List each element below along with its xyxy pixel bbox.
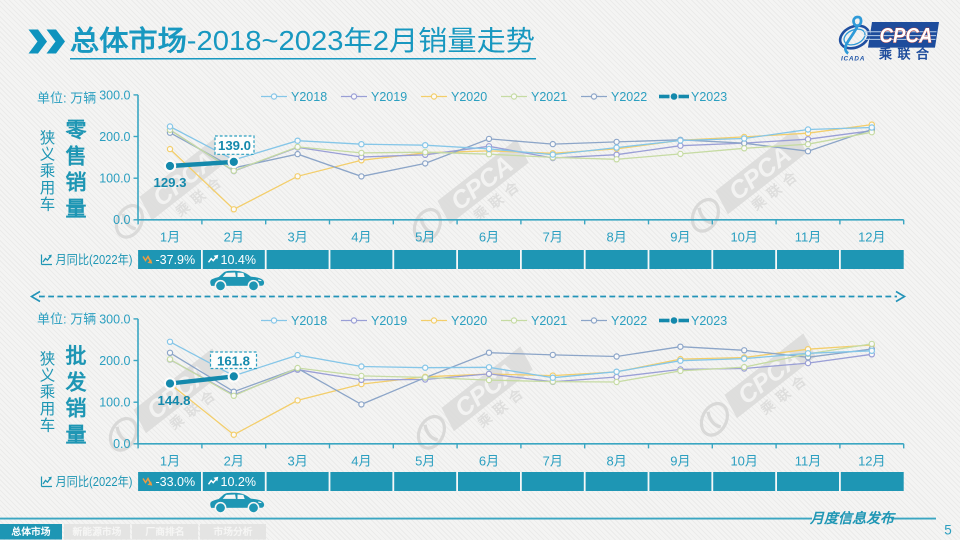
- svg-text:144.8: 144.8: [157, 393, 190, 408]
- svg-text:5: 5: [944, 523, 952, 538]
- svg-text:用: 用: [40, 401, 56, 418]
- svg-text:8月: 8月: [606, 229, 626, 244]
- svg-text:139.0: 139.0: [218, 138, 251, 153]
- svg-text:10.4%: 10.4%: [221, 253, 256, 267]
- svg-text:车: 车: [40, 195, 56, 213]
- svg-text:3月: 3月: [287, 229, 307, 244]
- svg-text:2月: 2月: [224, 229, 244, 244]
- svg-text:10月: 10月: [730, 453, 757, 468]
- svg-text:销: 销: [66, 397, 87, 421]
- svg-text:6月: 6月: [479, 453, 499, 468]
- svg-text:6月: 6月: [479, 229, 499, 244]
- svg-text:8月: 8月: [606, 453, 626, 468]
- svg-text:7月: 7月: [543, 453, 563, 468]
- svg-text:300.0: 300.0: [99, 312, 130, 326]
- svg-text:新能源市场: 新能源市场: [73, 525, 122, 538]
- svg-text:Y2019: Y2019: [371, 90, 407, 104]
- svg-text:Y2018: Y2018: [291, 90, 327, 104]
- svg-text:单位: 万辆: 单位: 万辆: [37, 312, 96, 327]
- svg-text:乘联合: 乘联合: [878, 47, 935, 62]
- svg-text:12月: 12月: [858, 229, 885, 244]
- svg-text:Y2020: Y2020: [451, 90, 487, 104]
- svg-text:量: 量: [66, 198, 87, 221]
- svg-text:销: 销: [66, 171, 87, 195]
- svg-text:12月: 12月: [858, 453, 885, 468]
- svg-text:用: 用: [40, 180, 56, 197]
- svg-text:0.0: 0.0: [113, 437, 130, 451]
- svg-text:发: 发: [65, 370, 88, 394]
- svg-text:月度信息发布: 月度信息发布: [809, 510, 896, 527]
- svg-text:Y2021: Y2021: [531, 90, 567, 104]
- svg-text:-37.9%: -37.9%: [156, 253, 196, 267]
- svg-text:4月: 4月: [351, 229, 371, 244]
- svg-text:1月: 1月: [160, 229, 180, 244]
- svg-text:2月: 2月: [224, 453, 244, 468]
- svg-text:Y2020: Y2020: [451, 314, 487, 328]
- svg-text:总体市场-2018~2023年2月销量走势: 总体市场 -2018~2023年2月销量走势: [70, 25, 535, 56]
- svg-text:3月: 3月: [287, 453, 307, 468]
- svg-text:7月: 7月: [543, 229, 563, 244]
- svg-text:5月: 5月: [415, 229, 435, 244]
- svg-text:0.0: 0.0: [113, 213, 130, 227]
- svg-text:9月: 9月: [670, 229, 690, 244]
- svg-text:乘: 乘: [40, 162, 56, 180]
- svg-text:单位: 万辆: 单位: 万辆: [37, 91, 96, 106]
- svg-text:200.0: 200.0: [99, 354, 130, 368]
- svg-text:Y2023: Y2023: [691, 314, 727, 328]
- svg-text:4月: 4月: [351, 453, 371, 468]
- svg-text:狭: 狭: [40, 350, 56, 368]
- svg-text:-33.0%: -33.0%: [156, 475, 196, 489]
- svg-text:月同比(2022年): 月同比(2022年): [56, 253, 133, 267]
- svg-text:市场分析: 市场分析: [213, 525, 252, 538]
- svg-text:乘: 乘: [40, 383, 56, 401]
- svg-text:量: 量: [66, 424, 87, 447]
- svg-text:161.8: 161.8: [217, 353, 250, 368]
- svg-text:Y2018: Y2018: [291, 314, 327, 328]
- svg-text:车: 车: [40, 416, 56, 434]
- svg-text:10月: 10月: [730, 229, 757, 244]
- svg-text:200.0: 200.0: [99, 130, 130, 144]
- svg-text:5月: 5月: [415, 453, 435, 468]
- svg-text:11月: 11月: [795, 229, 822, 244]
- svg-text:ICADA: ICADA: [841, 56, 865, 63]
- svg-text:10.2%: 10.2%: [221, 475, 256, 489]
- svg-text:总体市场: 总体市场: [11, 525, 50, 538]
- svg-text:100.0: 100.0: [99, 396, 130, 410]
- svg-text:9月: 9月: [670, 453, 690, 468]
- svg-text:月同比(2022年): 月同比(2022年): [56, 475, 133, 489]
- svg-text:Y2022: Y2022: [611, 90, 647, 104]
- svg-text:11月: 11月: [795, 453, 822, 468]
- svg-text:厂商排名: 厂商排名: [145, 525, 184, 538]
- svg-text:CPCA: CPCA: [880, 24, 933, 48]
- svg-text:狭: 狭: [40, 129, 56, 147]
- svg-text:Y2019: Y2019: [371, 314, 407, 328]
- svg-text:100.0: 100.0: [99, 172, 130, 186]
- svg-text:义: 义: [40, 146, 56, 164]
- svg-text:义: 义: [40, 367, 56, 385]
- svg-text:批: 批: [66, 345, 87, 368]
- svg-text:售: 售: [66, 144, 87, 168]
- svg-text:零: 零: [65, 119, 88, 142]
- svg-text:Y2022: Y2022: [611, 314, 647, 328]
- svg-text:1月: 1月: [160, 453, 180, 468]
- svg-text:Y2023: Y2023: [691, 90, 727, 104]
- svg-text:300.0: 300.0: [99, 88, 130, 102]
- svg-text:Y2021: Y2021: [531, 314, 567, 328]
- svg-text:129.3: 129.3: [153, 175, 186, 190]
